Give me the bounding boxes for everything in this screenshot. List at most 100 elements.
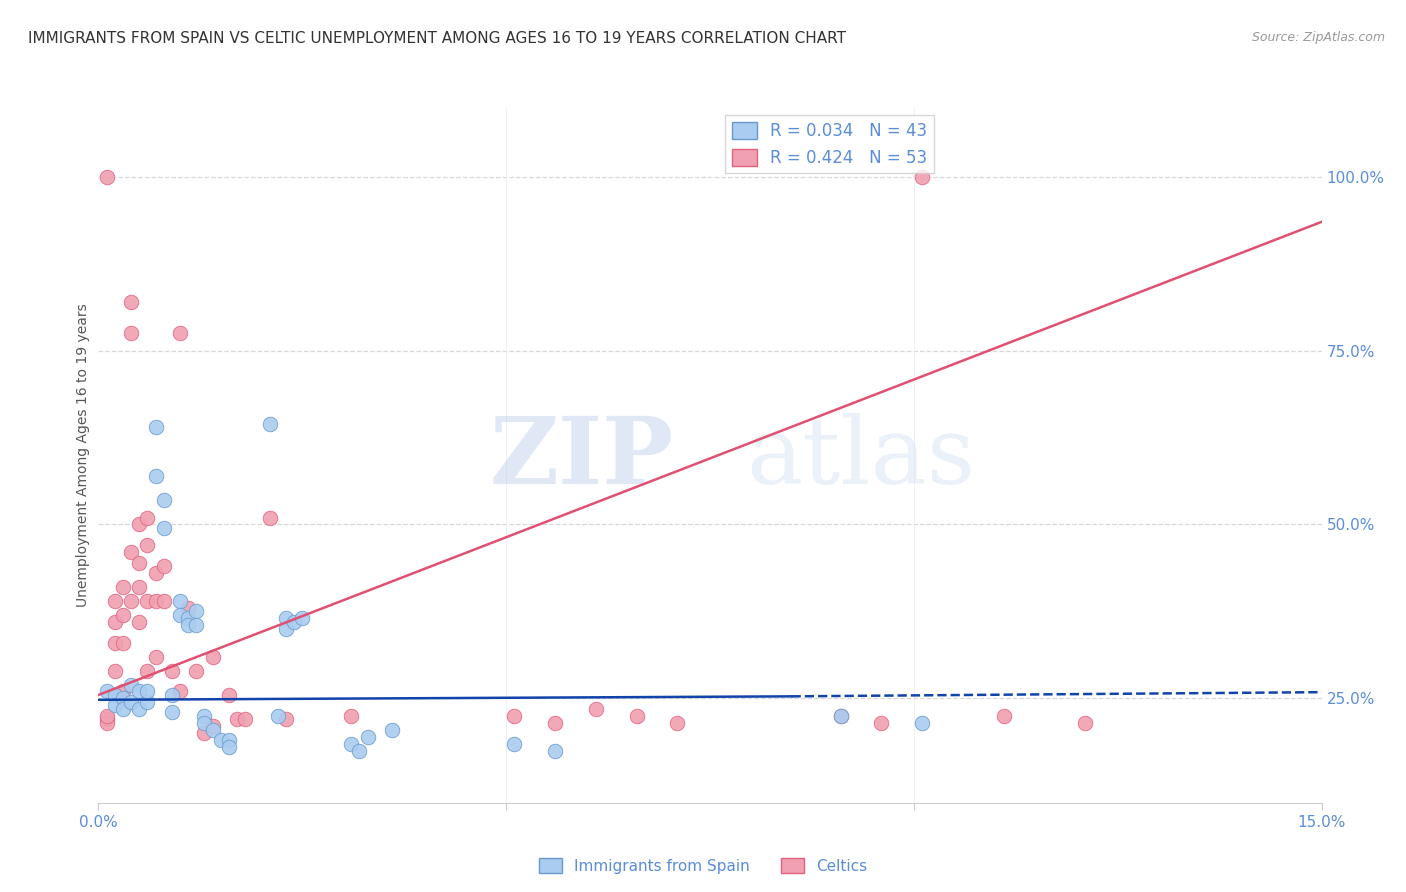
Point <box>160 664 183 678</box>
Point <box>160 688 183 702</box>
Point <box>830 708 852 723</box>
Point <box>503 737 526 751</box>
Point <box>259 510 281 524</box>
Point <box>111 636 134 650</box>
Point <box>169 326 191 340</box>
Point <box>136 684 159 698</box>
Text: ZIP: ZIP <box>489 413 673 503</box>
Point <box>226 712 249 726</box>
Point <box>666 715 689 730</box>
Point <box>96 708 118 723</box>
Point <box>152 521 174 535</box>
Point <box>120 677 142 691</box>
Point <box>136 664 159 678</box>
Point <box>104 615 127 629</box>
Point <box>177 618 200 632</box>
Point <box>104 698 127 713</box>
Point <box>830 708 852 723</box>
Point <box>218 740 240 755</box>
Point <box>152 559 174 574</box>
Point <box>201 649 224 664</box>
Text: atlas: atlas <box>747 413 976 503</box>
Point <box>104 688 127 702</box>
Point <box>544 715 567 730</box>
Point <box>169 607 191 622</box>
Point <box>96 684 118 698</box>
Point <box>152 493 174 508</box>
Point <box>128 580 150 594</box>
Point <box>186 618 208 632</box>
Point <box>169 684 191 698</box>
Text: IMMIGRANTS FROM SPAIN VS CELTIC UNEMPLOYMENT AMONG AGES 16 TO 19 YEARS CORRELATI: IMMIGRANTS FROM SPAIN VS CELTIC UNEMPLOY… <box>28 31 846 46</box>
Point <box>120 326 142 340</box>
Point <box>128 702 150 716</box>
Point <box>120 294 142 309</box>
Text: Source: ZipAtlas.com: Source: ZipAtlas.com <box>1251 31 1385 45</box>
Legend: Immigrants from Spain, Celtics: Immigrants from Spain, Celtics <box>533 852 873 880</box>
Point <box>104 594 127 608</box>
Point <box>169 594 191 608</box>
Point <box>145 420 167 434</box>
Point <box>274 622 297 636</box>
Point <box>186 605 208 619</box>
Point <box>186 664 208 678</box>
Point <box>356 730 378 744</box>
Point <box>544 744 567 758</box>
Point <box>381 723 404 737</box>
Point <box>145 594 167 608</box>
Point <box>177 611 200 625</box>
Point <box>218 733 240 747</box>
Point <box>145 649 167 664</box>
Point <box>259 417 281 431</box>
Point <box>111 691 134 706</box>
Point <box>120 545 142 559</box>
Point <box>201 719 224 733</box>
Point <box>111 607 134 622</box>
Point <box>193 726 215 740</box>
Point <box>160 706 183 720</box>
Point <box>870 715 893 730</box>
Point <box>274 712 297 726</box>
Legend: R = 0.034   N = 43, R = 0.424   N = 53: R = 0.034 N = 43, R = 0.424 N = 53 <box>725 115 934 173</box>
Point <box>193 715 215 730</box>
Point <box>104 664 127 678</box>
Point <box>626 708 648 723</box>
Point <box>911 715 934 730</box>
Point <box>136 510 159 524</box>
Point <box>340 737 363 751</box>
Point <box>349 744 371 758</box>
Point <box>177 601 200 615</box>
Point <box>233 712 256 726</box>
Point <box>340 708 363 723</box>
Point <box>201 723 224 737</box>
Point <box>209 733 232 747</box>
Point <box>993 708 1015 723</box>
Point <box>267 708 290 723</box>
Point <box>120 594 142 608</box>
Point <box>145 566 167 581</box>
Point <box>111 580 134 594</box>
Point <box>111 702 134 716</box>
Point <box>145 468 167 483</box>
Point <box>104 636 127 650</box>
Point <box>283 615 305 629</box>
Y-axis label: Unemployment Among Ages 16 to 19 years: Unemployment Among Ages 16 to 19 years <box>76 303 90 607</box>
Point <box>111 684 134 698</box>
Point <box>120 695 142 709</box>
Point <box>128 556 150 570</box>
Point <box>136 594 159 608</box>
Point <box>291 611 314 625</box>
Point <box>218 688 240 702</box>
Point <box>585 702 607 716</box>
Point <box>193 708 215 723</box>
Point <box>96 712 118 726</box>
Point <box>128 684 150 698</box>
Point <box>274 611 297 625</box>
Point <box>136 538 159 552</box>
Point <box>152 594 174 608</box>
Point <box>128 517 150 532</box>
Point <box>96 169 118 184</box>
Point <box>911 169 934 184</box>
Point <box>503 708 526 723</box>
Point <box>1074 715 1097 730</box>
